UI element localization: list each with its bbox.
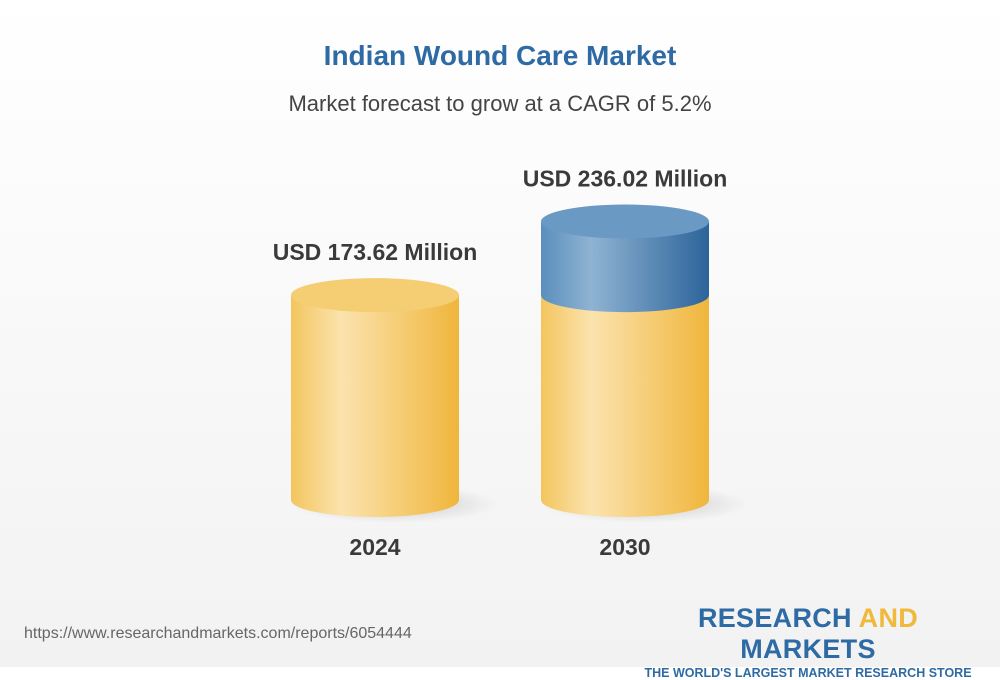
cylinder-chart: USD 173.62 Million 2024 USD 236.02 Million… (273, 165, 749, 560)
cylinder-top (291, 278, 459, 313)
cylinder-body-2030 (541, 295, 709, 517)
data-label: USD 236.02 Million (523, 165, 728, 191)
research-and-markets-logo: RESEARCH AND MARKETS THE WORLD'S LARGEST… (644, 603, 972, 680)
data-label: USD 173.62 Million (273, 239, 478, 265)
cylinder-body-2024 (291, 295, 459, 517)
cylinder-top (541, 204, 709, 239)
cylinder-growth-segment (541, 221, 709, 313)
chart-title: Indian Wound Care Market (323, 40, 677, 71)
chart-subtitle: Market forecast to grow at a CAGR of 5.2… (288, 91, 712, 116)
source-url[interactable]: https://www.researchandmarkets.com/repor… (24, 625, 412, 642)
x-tick-label: 2024 (349, 534, 400, 560)
x-tick-label: 2030 (599, 534, 650, 560)
